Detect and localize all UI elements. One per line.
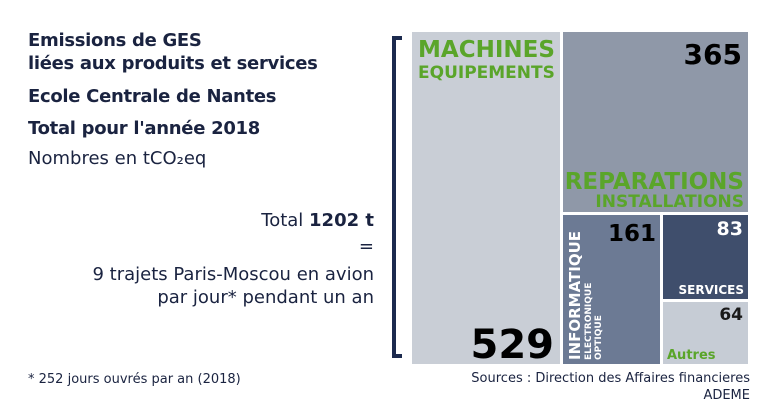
informatique-label-3: OPTIQUE <box>594 315 604 360</box>
cell-informatique <box>563 215 660 364</box>
reparations-label-2: INSTALLATIONS <box>595 192 744 212</box>
autres-label: Autres <box>667 348 716 363</box>
services-label: SERVICES <box>679 283 744 297</box>
cell-services <box>663 215 748 299</box>
sources: Sources : Direction des Affaires financi… <box>471 370 750 404</box>
informatique-value: 161 <box>608 221 656 247</box>
informatique-label-1: INFORMATIQUE <box>566 231 584 360</box>
sources-line-1: Sources : Direction des Affaires financi… <box>471 371 750 386</box>
reparations-label-1: REPARATIONS <box>565 169 744 195</box>
footnote: * 252 jours ouvrés par an (2018) <box>28 372 241 387</box>
equivalence-line-2: par jour* pendant un an <box>157 287 374 308</box>
services-value: 83 <box>717 218 743 240</box>
title-line-1: Emissions de GES <box>28 30 202 51</box>
cell-reparations <box>563 32 748 212</box>
autres-value: 64 <box>719 305 743 325</box>
reparations-value: 365 <box>684 38 742 71</box>
cell-autres <box>663 302 748 364</box>
unit-label: Nombres en tCO₂eq <box>28 148 207 169</box>
total-prefix: Total <box>261 210 310 231</box>
cell-machines <box>412 32 560 364</box>
total-line: Total 1202 t <box>261 210 374 231</box>
equals-sign: = <box>358 236 374 257</box>
year-total-label: Total pour l'année 2018 <box>28 118 260 139</box>
sources-line-2: ADEME <box>703 388 750 403</box>
school-name: Ecole Centrale de Nantes <box>28 86 277 107</box>
machines-label-2: EQUIPEMENTS <box>418 63 555 83</box>
machines-label-1: MACHINES <box>418 37 555 63</box>
machines-value: 529 <box>471 322 555 364</box>
equivalence-line-1: 9 trajets Paris-Moscou en avion <box>92 264 374 285</box>
treemap-bracket <box>392 36 402 358</box>
total-value: 1202 t <box>309 210 374 231</box>
informatique-label-2: ELECTRONIQUE <box>584 283 594 360</box>
title-line-2: liées aux produits et services <box>28 53 318 74</box>
